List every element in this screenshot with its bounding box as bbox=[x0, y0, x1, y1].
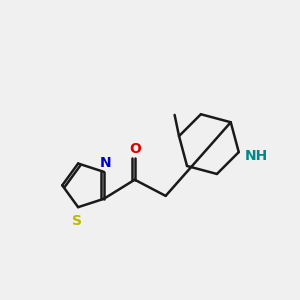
Text: NH: NH bbox=[245, 148, 268, 163]
Text: S: S bbox=[72, 214, 82, 228]
Text: O: O bbox=[129, 142, 141, 156]
Text: N: N bbox=[100, 156, 111, 170]
